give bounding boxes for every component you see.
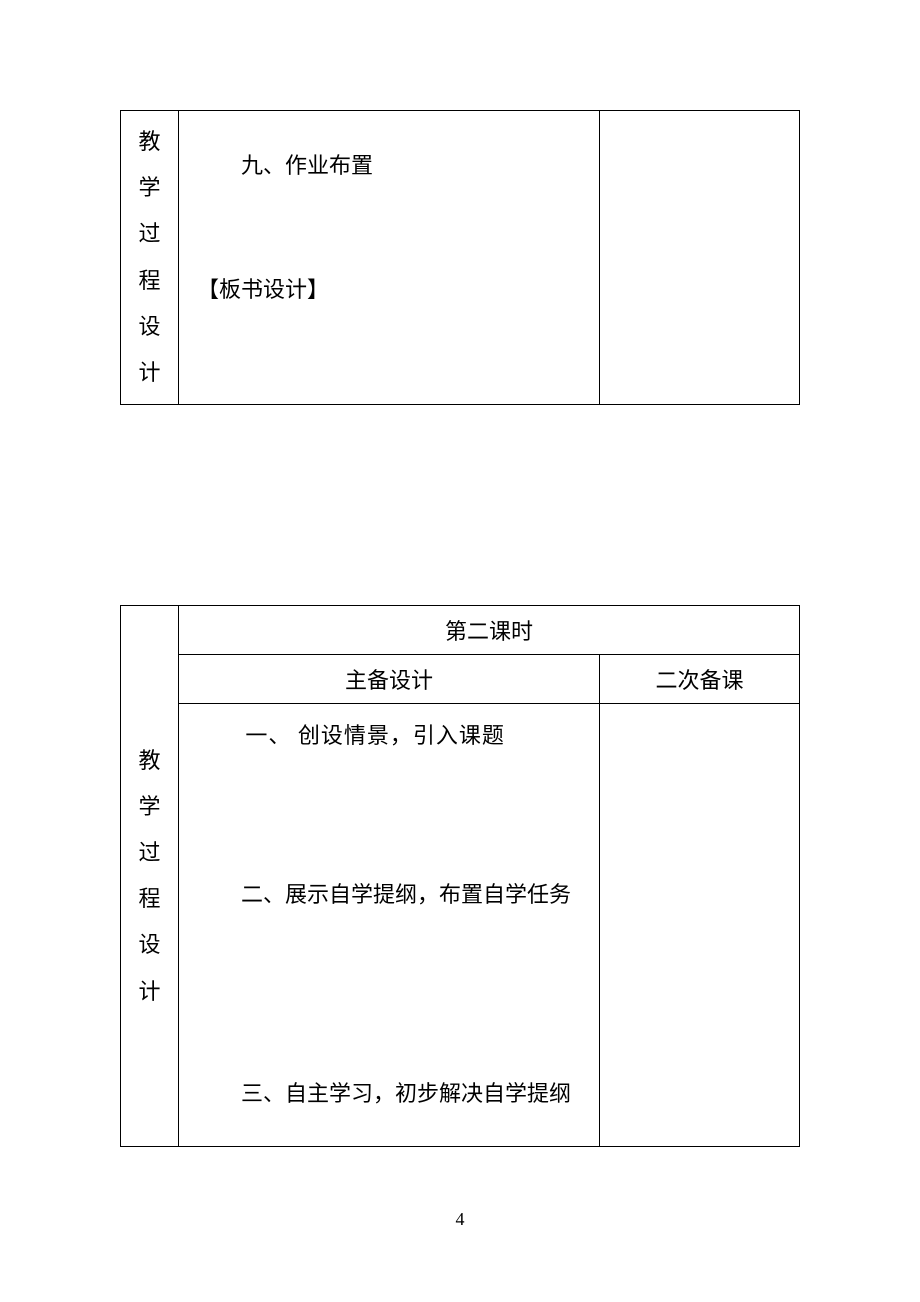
table2-item-3: 三、自主学习，初步解决自学提纲 bbox=[197, 1072, 581, 1116]
table2-col1-header: 主备设计 bbox=[179, 655, 600, 704]
table-1: 教学过程设计 九、作业布置 【板书设计】 bbox=[120, 110, 800, 405]
table1-item-9: 九、作业布置 bbox=[197, 144, 581, 188]
table2-side-label-cell: 教学过程设计 bbox=[121, 606, 179, 1147]
table2-period-title: 第二课时 bbox=[179, 606, 800, 655]
document-page: 教学过程设计 九、作业布置 【板书设计】 教学过程设计 第二课时 主备设计 二次… bbox=[0, 0, 920, 1147]
table1-main-cell: 九、作业布置 【板书设计】 bbox=[179, 111, 600, 405]
table-2: 教学过程设计 第二课时 主备设计 二次备课 一、 创设情景，引入课题 二、展示自… bbox=[120, 605, 800, 1147]
table2-main-cell: 一、 创设情景，引入课题 二、展示自学提纲，布置自学任务 三、自主学习，初步解决… bbox=[179, 704, 600, 1147]
table2-col2-header: 二次备课 bbox=[600, 655, 800, 704]
page-number: 4 bbox=[0, 1209, 920, 1230]
table2-side-label: 教学过程设计 bbox=[139, 738, 161, 1015]
table1-side-label-cell: 教学过程设计 bbox=[121, 111, 179, 405]
table2-item-2: 二、展示自学提纲，布置自学任务 bbox=[197, 873, 581, 917]
table1-content: 九、作业布置 【板书设计】 bbox=[179, 132, 599, 384]
table1-board-design: 【板书设计】 bbox=[197, 268, 581, 312]
table-spacer bbox=[120, 405, 800, 605]
table2-item-1: 一、 创设情景，引入课题 bbox=[197, 714, 581, 758]
table2-right-cell bbox=[600, 704, 800, 1147]
table2-content: 一、 创设情景，引入课题 二、展示自学提纲，布置自学任务 三、自主学习，初步解决… bbox=[179, 704, 599, 1146]
table1-right-cell bbox=[600, 111, 800, 405]
table1-side-label: 教学过程设计 bbox=[139, 119, 161, 396]
